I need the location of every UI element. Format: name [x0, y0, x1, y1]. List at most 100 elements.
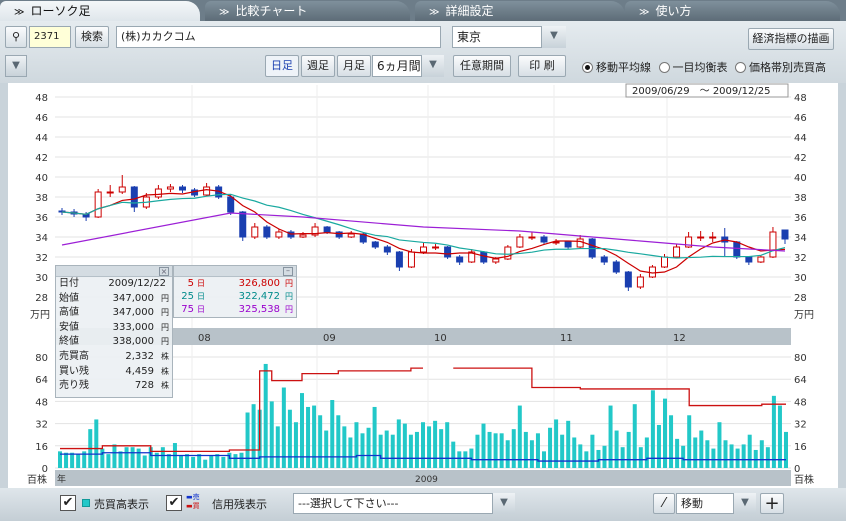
volume-tick-right: 0: [794, 464, 800, 475]
candle-body: [492, 258, 500, 263]
custom-period-button[interactable]: 任意期間: [453, 55, 511, 77]
range-select[interactable]: 6ヵ月間: [372, 55, 422, 77]
volume-bar: [542, 451, 546, 468]
volume-bar: [529, 440, 534, 468]
market-select[interactable]: 東京: [452, 26, 542, 48]
volume-bar: [427, 426, 432, 468]
price-tick-right: 34: [794, 233, 807, 244]
price-tick-right: 30: [794, 273, 807, 284]
chevron-down-icon[interactable]: ▼: [422, 55, 444, 77]
volume-bar: [245, 412, 250, 468]
volume-bar: [209, 455, 214, 468]
company-input[interactable]: (株)カカクコム: [116, 26, 441, 48]
ma-unit: 日: [197, 305, 205, 314]
volume-tick-left: 32: [35, 420, 48, 431]
volume-checkbox[interactable]: ✔: [60, 495, 76, 511]
ma-period: 5: [187, 278, 194, 289]
minimize-icon[interactable]: –: [283, 267, 293, 276]
chart-left-edge: [0, 83, 8, 488]
chevron-down-icon[interactable]: ▼: [493, 493, 515, 514]
volume-bar: [58, 451, 62, 468]
ma-row: 75 日 325,538 円: [174, 303, 296, 316]
price-tick-left: 42: [35, 153, 48, 164]
volume-bar: [578, 444, 583, 468]
info-value: 2,332: [125, 350, 154, 362]
search-button[interactable]: 検索: [75, 26, 109, 48]
radio-volume-by-price[interactable]: 価格帯別売買高: [735, 61, 826, 74]
candle: [420, 243, 427, 254]
volume-bar: [505, 440, 510, 468]
ohlc-info-panel[interactable]: × 日付 2009/12/22 始値 347,000 円高値 347,000 円安値 333,…: [55, 265, 173, 398]
volume-bar: [354, 422, 359, 468]
radio-icon[interactable]: [582, 62, 593, 73]
panel-header: –: [174, 266, 296, 277]
moving-average-panel[interactable]: – 5 日 326,800 円 25 日 322,472 円 75 日 325,538 円: [173, 265, 297, 318]
credit-checkbox[interactable]: ✔: [166, 495, 182, 511]
candle-body: [624, 271, 632, 288]
tool-select[interactable]: 移動: [676, 493, 734, 514]
month-axis-band: [55, 328, 791, 345]
info-value: 338,000: [112, 336, 154, 348]
info-unit: 円: [161, 293, 169, 303]
price-tick-right: 28: [794, 293, 807, 304]
info-row: 安値 333,000 円: [56, 321, 172, 336]
price-tick-right: 36: [794, 213, 807, 224]
close-icon[interactable]: ×: [159, 267, 169, 276]
volume-bar: [554, 419, 559, 468]
volume-bar: [517, 405, 522, 468]
volume-tick-left: 0: [42, 464, 48, 475]
daily-button[interactable]: 日足: [265, 55, 299, 77]
tab-comparison[interactable]: ≫ 比較チャート: [205, 1, 410, 21]
chevron-down-icon[interactable]: ▼: [734, 493, 756, 514]
volume-bar: [535, 433, 540, 468]
volume-bar: [693, 437, 698, 468]
info-label: 安値: [59, 321, 79, 333]
candle-body: [673, 246, 681, 258]
line-tool-icon[interactable]: ⁄: [653, 493, 675, 514]
volume-bar: [457, 451, 462, 468]
info-value: 4,459: [125, 365, 154, 377]
candle-body: [456, 256, 464, 263]
radio-icon[interactable]: [735, 62, 746, 73]
price-tick-right: 40: [794, 173, 807, 184]
price-unit-right: 万円: [794, 310, 814, 321]
code-input[interactable]: 2371: [29, 26, 71, 48]
indicator-select[interactable]: ---選択して下さい---: [293, 493, 493, 514]
weekly-button[interactable]: 週足: [301, 55, 335, 77]
candle: [106, 185, 114, 197]
search-icon[interactable]: ⚲: [5, 26, 27, 48]
volume-bar: [64, 452, 69, 468]
tab-candlestick[interactable]: ≫ ローソク足: [0, 1, 200, 21]
volume-bar: [124, 447, 129, 468]
radio-icon[interactable]: [658, 62, 670, 73]
chart-right-edge: [838, 83, 846, 488]
volume-tick-right: 32: [794, 420, 807, 431]
add-icon[interactable]: +: [760, 493, 784, 514]
candle-body: [781, 229, 789, 240]
monthly-button[interactable]: 月足: [337, 55, 371, 77]
volume-bar: [197, 454, 202, 468]
volume-bar: [475, 434, 480, 468]
tab-label: 比較チャート: [235, 4, 308, 18]
candle: [600, 255, 608, 265]
volume-bar: [179, 455, 183, 468]
buy-credit-line: [60, 367, 786, 452]
candle: [516, 234, 524, 248]
print-button[interactable]: 印 刷: [518, 55, 566, 77]
credit-toggle-label: 信用残表示: [212, 498, 267, 511]
radio-ichimoku[interactable]: 一目均衡表: [658, 61, 728, 74]
radio-moving-average[interactable]: 移動平均線: [582, 61, 651, 74]
volume-bar: [106, 454, 111, 468]
tab-settings[interactable]: ≫ 詳細設定: [415, 1, 625, 21]
info-row: 日付 2009/12/22: [56, 277, 172, 292]
candle-body: [648, 266, 656, 278]
economic-indicator-button[interactable]: 経済指標の描画: [748, 28, 834, 50]
tab-howto[interactable]: ≫ 使い方: [625, 1, 840, 21]
info-unit: 株: [161, 366, 169, 376]
volume-bar: [203, 459, 208, 468]
volume-bar: [421, 422, 425, 468]
candle-body: [420, 246, 427, 253]
chevron-down-icon[interactable]: ▼: [542, 26, 566, 48]
expand-dropdown[interactable]: ▼: [5, 55, 27, 77]
